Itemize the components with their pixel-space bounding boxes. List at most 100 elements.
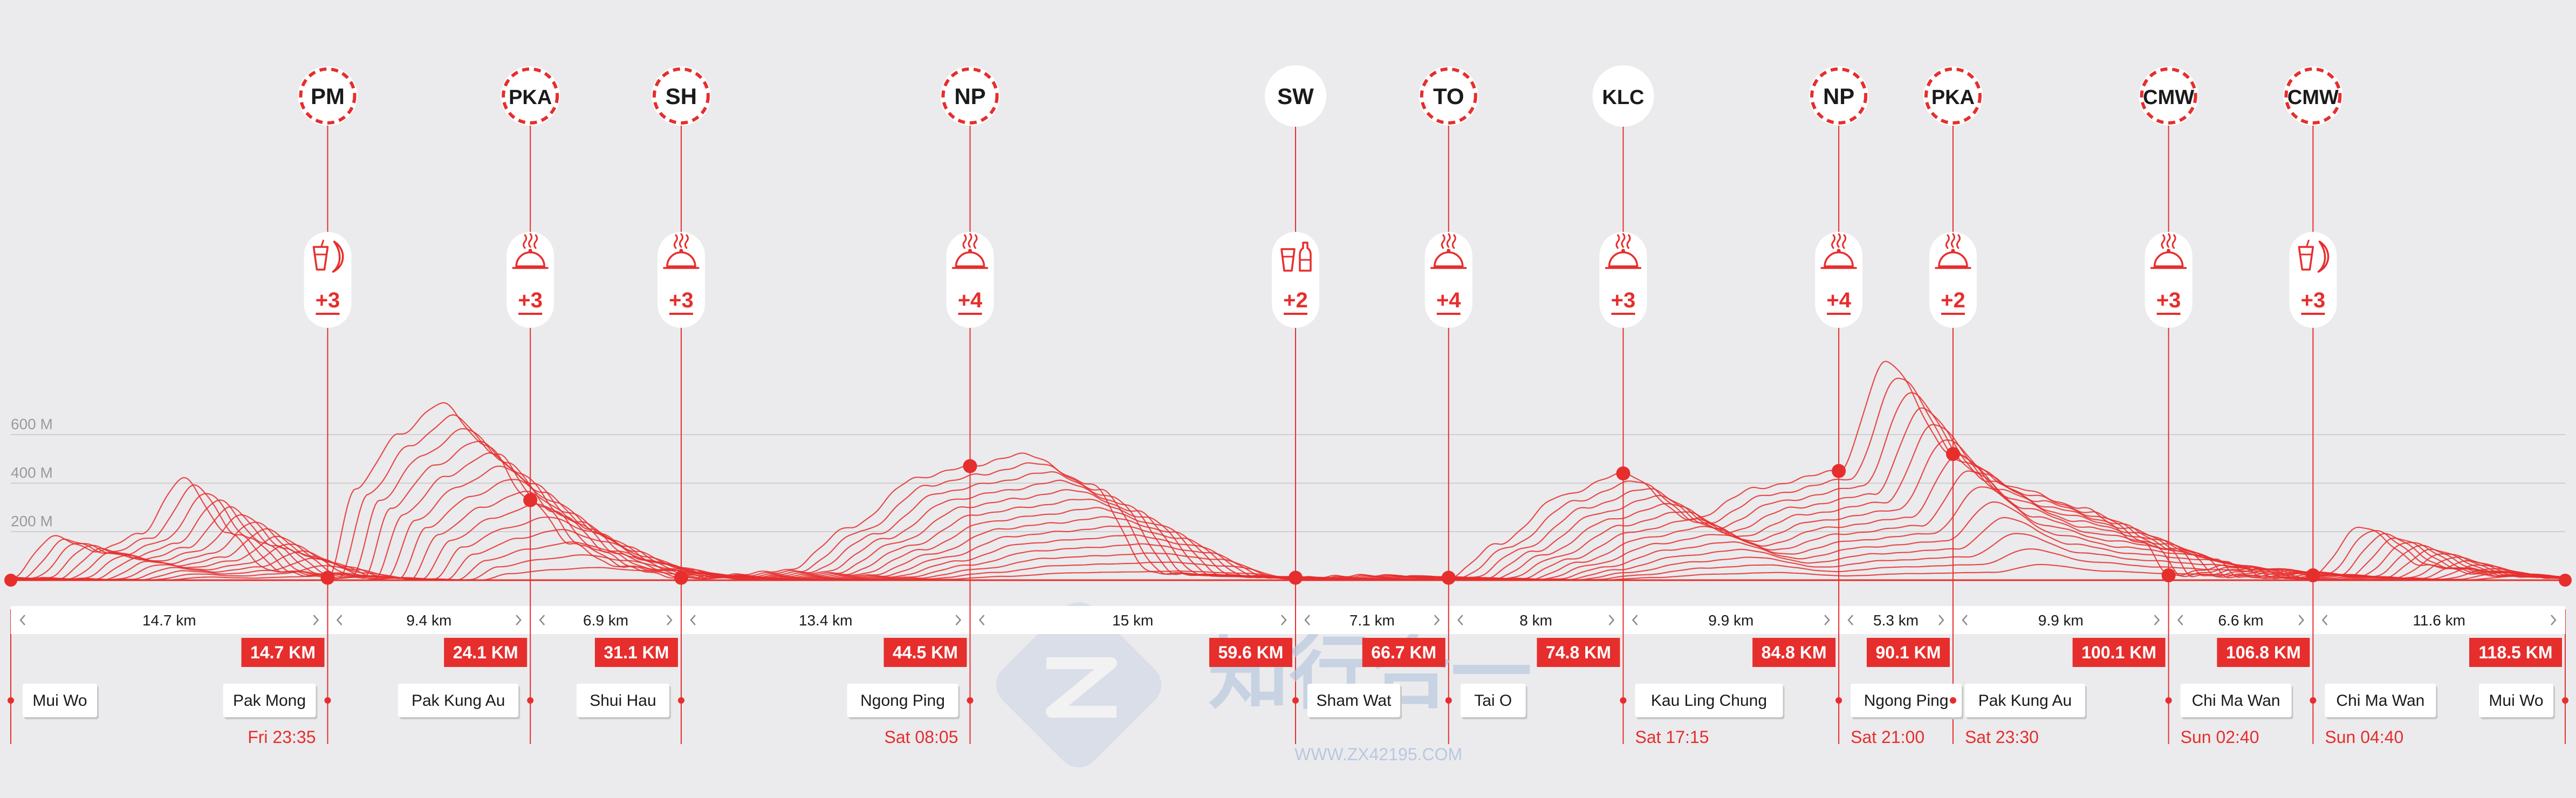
km-badge-text: 106.8 KM (2226, 643, 2301, 662)
km-badge-10: 100.1 KM (2072, 638, 2166, 667)
location-name: Pak Mong (233, 692, 306, 710)
segment-distance-label: 9.9 km (1708, 612, 1753, 629)
segment-7: 8 km (1448, 606, 1615, 634)
checkpoint-count: +4 (958, 288, 983, 312)
location-box (847, 684, 958, 717)
finish-dot (2559, 574, 2572, 587)
checkpoint-count: +3 (2301, 288, 2326, 312)
watermark-logo (996, 602, 1162, 768)
km-badge-text: 59.6 KM (1218, 643, 1284, 662)
start-dot (4, 574, 17, 587)
km-badge-text: 31.1 KM (604, 643, 669, 662)
location-dot-1 (324, 697, 331, 704)
km-badge-background (1537, 638, 1620, 667)
checkpoint-service-pill (2145, 232, 2193, 328)
checkpoint-circle (2283, 66, 2343, 126)
location-cp-5: Sham Wat (1307, 684, 1402, 719)
segment-arrow-right-icon (1824, 615, 1830, 625)
location-cp-10: Chi Ma Wan (2180, 684, 2293, 719)
segment-arrow-right-icon (2551, 615, 2557, 625)
start-location-dot (8, 697, 14, 704)
km-badge-background (1752, 638, 1836, 667)
elevation-label-600: 600 M (11, 416, 53, 432)
checkpoint-code: KLC (1602, 86, 1644, 109)
segment-arrow-right-icon (516, 615, 522, 625)
segment-6: 7.1 km (1294, 606, 1440, 634)
checkpoint-circle (1923, 66, 1983, 126)
location-cp-11: Chi Ma Wan (2325, 684, 2438, 719)
location-box (1851, 684, 1962, 717)
checkpoint-9: PKA +2 (1923, 66, 1983, 461)
location-start: Mui Wo (23, 684, 99, 719)
checkpoint-service-pill (1929, 232, 1977, 328)
location-cp-9: Pak Kung Au (1964, 684, 2087, 719)
checkpoint-count: +3 (316, 288, 340, 312)
segment-10: 9.9 km (1952, 606, 2160, 634)
checkpoint-6: TO +4 (1419, 66, 1478, 585)
checkpoint-circle (298, 66, 358, 126)
km-badge-7: 74.8 KM (1537, 638, 1620, 667)
checkpoint-time-10: Sun 02:40 (2181, 727, 2259, 747)
location-box (223, 684, 316, 717)
checkpoint-service-pill (1424, 232, 1472, 328)
checkpoint-time-9: Sat 23:30 (1965, 727, 2039, 747)
checkpoint-circle (1593, 66, 1653, 126)
km-badge-background (2469, 638, 2562, 667)
location-box (1964, 684, 2085, 717)
location-cp-2: Pak Kung Au (398, 684, 520, 719)
location-dot-7 (1620, 697, 1627, 704)
km-badge-text: 74.8 KM (1546, 643, 1611, 662)
ridge-line-3 (11, 533, 2566, 581)
checkpoint-circle (501, 66, 560, 126)
km-badge-8: 84.8 KM (1752, 638, 1836, 667)
checkpoint-profile-dot (963, 459, 977, 473)
location-box (1307, 684, 1400, 717)
km-badge-4: 44.5 KM (883, 638, 967, 667)
segment-arrow-left-icon (978, 615, 985, 625)
checkpoint-profile-dot (523, 493, 538, 507)
checkpoint-profile-dot (1945, 447, 1960, 461)
segment-distance-label: 11.6 km (2413, 612, 2465, 629)
checkpoint-markers: PM +3 PKA +3 SH +3 NP +4 SW +2 TO +4 KLC +3 NP +4 PKA +2 C… (298, 65, 2343, 585)
location-name: Tai O (1474, 692, 1512, 710)
segment-arrow-left-icon (2177, 615, 2183, 625)
checkpoint-8: NP +4 (1809, 66, 1869, 478)
location-name: Chi Ma Wan (2192, 692, 2280, 710)
checkpoint-count: +4 (1826, 288, 1851, 312)
checkpoint-dashed-ring (2284, 67, 2342, 125)
segment-distance-label: 14.7 km (142, 612, 196, 629)
checkpoint-profile-dot (1616, 466, 1630, 480)
segment-distance-label: 15 km (1112, 612, 1153, 629)
km-badge-background (444, 638, 527, 667)
checkpoint-count: +3 (1611, 288, 1636, 312)
location-name: Kau Ling Chung (1651, 692, 1767, 710)
segment-1: 14.7 km (19, 612, 319, 629)
location-dot-4 (967, 697, 974, 704)
km-badge-background (1362, 638, 1445, 667)
checkpoint-code: SW (1277, 84, 1314, 109)
segment-distance-bar: 14.7 km 9.4 km 6.9 km 13.4 km 15 km 7.1 km 8 k… (11, 606, 2565, 634)
km-badge-text: 14.7 KM (250, 643, 316, 662)
location-name: Sham Wat (1317, 692, 1392, 710)
location-cp-3: Shui Hau (576, 684, 671, 719)
km-badge-6: 66.7 KM (1362, 638, 1445, 667)
watermark-url: WWW.ZX42195.COM (1294, 745, 1462, 764)
checkpoint-service-pill (657, 232, 705, 328)
checkpoint-service-pill (506, 232, 554, 328)
checkpoint-count: +3 (518, 288, 543, 312)
km-badge-background (2072, 638, 2166, 667)
location-finish: Mui Wo (2479, 684, 2555, 719)
location-dot-2 (527, 697, 534, 704)
checkpoint-code: SH (666, 84, 697, 109)
km-badge-background (241, 638, 325, 667)
segment-distance-label: 5.3 km (1873, 612, 1919, 629)
checkpoint-dashed-ring (1420, 67, 1477, 125)
ridge-line-14 (10, 360, 2566, 580)
segment-arrow-left-icon (1457, 615, 1463, 625)
checkpoint-count: +3 (2156, 288, 2181, 312)
elevation-profile (4, 360, 2572, 587)
checkpoint-code: NP (954, 84, 985, 109)
location-cp-4: Ngong Ping (847, 684, 960, 719)
checkpoint-time-8: Sat 21:00 (1851, 727, 1924, 747)
location-box (2325, 684, 2436, 717)
